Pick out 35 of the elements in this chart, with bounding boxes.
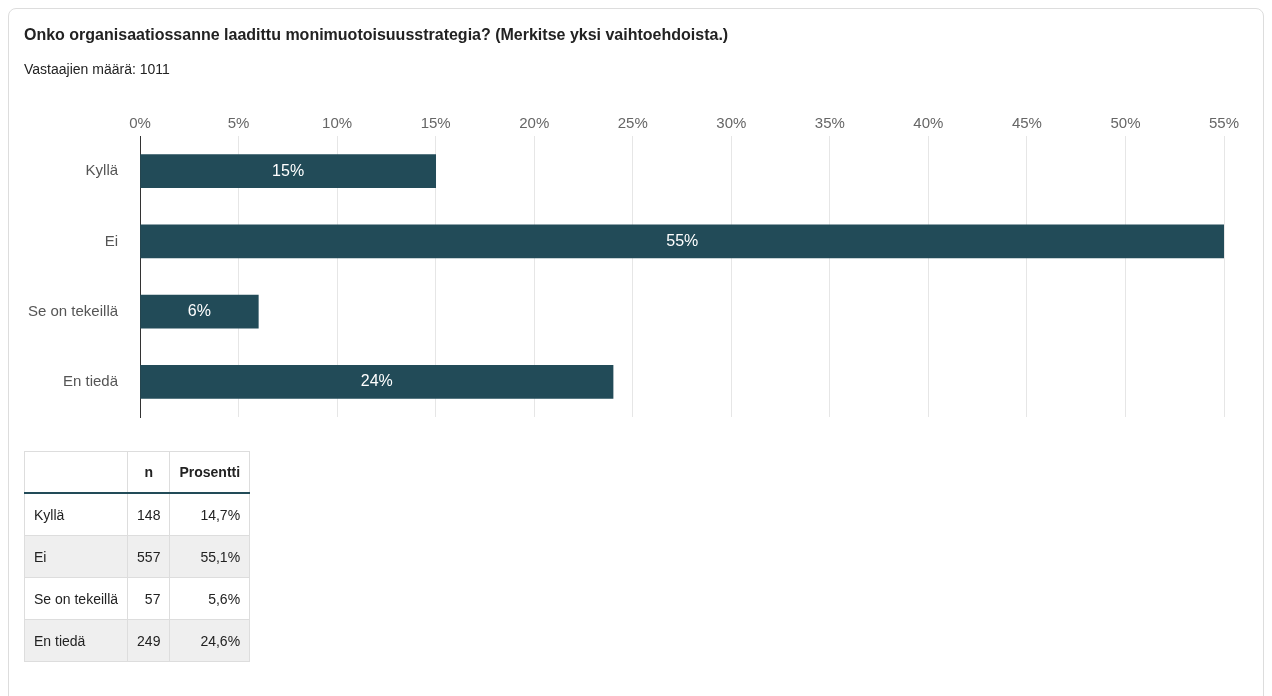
x-tick-label: 55% — [1208, 114, 1240, 132]
x-tick-label: 10% — [322, 114, 353, 132]
text: 55,1% — [169, 535, 250, 578]
y-tick-label: Se on tekeillä — [28, 301, 119, 319]
data-label: 55% — [666, 231, 699, 249]
x-tick-label: 50% — [1110, 114, 1141, 132]
x-tick-label: 35% — [814, 114, 845, 132]
x-tick-label: 40% — [913, 114, 944, 132]
text: Prosentti — [169, 451, 250, 493]
x-tick-label: 45% — [1011, 114, 1042, 132]
text: 57 — [127, 577, 170, 620]
category-label: Kyllä — [34, 506, 65, 523]
x-tick-label: 30% — [716, 114, 747, 132]
x-tick-label: 25% — [617, 114, 648, 132]
x-tick-label: 20% — [519, 114, 550, 132]
category-label: En tiedä — [34, 632, 86, 649]
data-label: 6% — [187, 302, 211, 320]
text: 5,6% — [169, 577, 250, 620]
y-tick-label: Ei — [104, 231, 119, 249]
text: 148 — [127, 493, 170, 536]
y-tick-label: En tiedä — [63, 372, 119, 390]
data-label: 24% — [360, 372, 393, 390]
y-tick-label: Kyllä — [85, 161, 119, 179]
chart-subtitle: Vastaajien määrä: 1011 — [24, 61, 170, 77]
x-tick-label: 5% — [227, 114, 250, 132]
x-tick-label: 15% — [420, 114, 451, 132]
text: 14,7% — [169, 493, 250, 536]
chart-title: Onko organisaatiossanne laadittu monimuotoisuusstrategia? (Merkitse yksi vaihtoehdoista.) — [24, 26, 729, 44]
text: 24,6% — [169, 619, 250, 662]
x-tick-label: 0% — [129, 114, 151, 132]
data-label: 15% — [272, 161, 305, 179]
text: n — [127, 451, 170, 493]
category-label: Ei — [34, 548, 47, 565]
text: 557 — [127, 535, 170, 578]
text: 249 — [127, 619, 170, 662]
